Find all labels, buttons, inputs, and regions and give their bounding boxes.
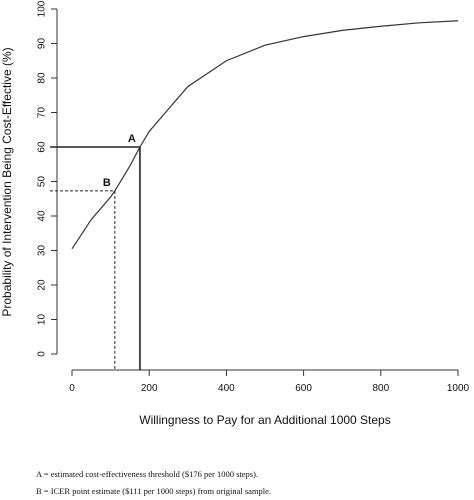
series-layer	[71, 20, 459, 250]
x-tick-label: 0	[69, 383, 75, 394]
x-tick-label: 800	[372, 383, 389, 394]
annotation-layer: AB	[50, 133, 141, 370]
point-label-a: A	[128, 133, 136, 145]
x-tick-label: 600	[295, 383, 312, 394]
y-tick-label: 0	[37, 351, 48, 357]
x-tick-label: 200	[141, 383, 158, 394]
x-axis-title: Willingness to Pay for an Additional 100…	[139, 413, 390, 427]
y-tick-label: 30	[37, 245, 48, 257]
y-tick-label: 70	[37, 107, 48, 119]
y-tick-label: 80	[37, 72, 48, 84]
footnote-a: A = estimated cost-effectiveness thresho…	[36, 469, 259, 479]
y-axis: 0 10 20 30 40 50 60 70 80 90 100	[37, 0, 58, 357]
x-axis: 0 200 400 600 800 1000	[69, 369, 470, 394]
y-tick-label: 90	[37, 38, 48, 50]
footnotes: A = estimated cost-effectiveness thresho…	[36, 466, 466, 500]
y-tick-label: 60	[37, 141, 48, 153]
ceac-chart: 0 10 20 30 40 50 60 70 80 90 100 0 200 400 600 800 1000…	[0, 0, 470, 427]
point-label-b: B	[103, 177, 111, 189]
y-tick-label: 10	[37, 314, 48, 326]
y-axis-title: Probability of Intervention Being Cost-E…	[0, 47, 14, 316]
x-tick-label: 400	[218, 383, 235, 394]
footnote-b: B = ICER point estimate ($111 per 1000 s…	[36, 486, 272, 496]
x-tick-label: 1000	[447, 383, 470, 394]
y-tick-label: 100	[37, 0, 48, 17]
y-tick-label: 20	[37, 279, 48, 291]
y-tick-label: 50	[37, 176, 48, 188]
ceac-curve	[71, 20, 459, 250]
y-tick-label: 40	[37, 210, 48, 222]
